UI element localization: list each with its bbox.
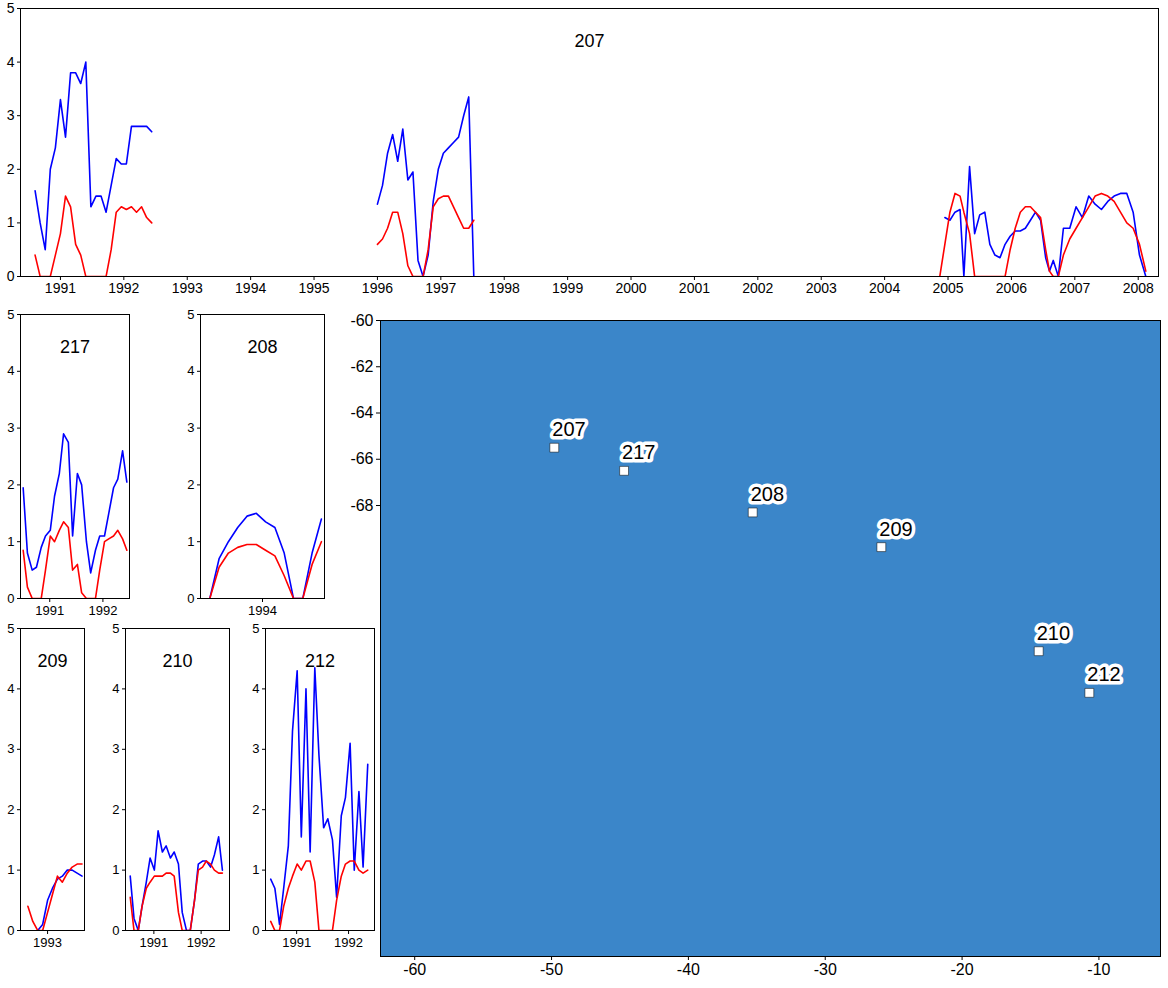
svg-text:0: 0 (252, 923, 259, 938)
svg-text:-50: -50 (540, 961, 563, 978)
svg-text:1993: 1993 (33, 935, 62, 950)
svg-text:2004: 2004 (869, 280, 900, 296)
svg-text:-30: -30 (814, 961, 837, 978)
svg-text:2002: 2002 (742, 280, 773, 296)
svg-text:2005: 2005 (932, 280, 963, 296)
svg-text:1: 1 (7, 534, 14, 549)
svg-text:207: 207 (574, 31, 604, 51)
svg-text:0: 0 (187, 591, 194, 606)
svg-text:1991: 1991 (282, 935, 311, 950)
svg-text:5: 5 (187, 307, 194, 322)
svg-text:0: 0 (7, 923, 14, 938)
svg-text:0: 0 (112, 923, 119, 938)
svg-text:1: 1 (112, 862, 119, 877)
svg-text:1994: 1994 (235, 280, 266, 296)
svg-text:1: 1 (252, 862, 259, 877)
svg-text:1991: 1991 (45, 280, 76, 296)
svg-text:1991: 1991 (35, 603, 64, 618)
svg-text:2007: 2007 (1059, 280, 1090, 296)
svg-text:3: 3 (187, 420, 194, 435)
svg-text:-60: -60 (403, 961, 426, 978)
svg-text:4: 4 (7, 363, 14, 378)
svg-text:1992: 1992 (108, 280, 139, 296)
svg-text:3: 3 (112, 741, 119, 756)
svg-text:2008: 2008 (1123, 280, 1154, 296)
svg-text:1996: 1996 (362, 280, 393, 296)
svg-text:1994: 1994 (248, 603, 277, 618)
svg-text:3: 3 (7, 741, 14, 756)
svg-text:217: 217 (60, 337, 90, 357)
svg-text:1998: 1998 (489, 280, 520, 296)
svg-text:207: 207 (552, 418, 585, 440)
svg-text:2: 2 (187, 477, 194, 492)
svg-text:2006: 2006 (996, 280, 1027, 296)
svg-text:212: 212 (1087, 663, 1120, 685)
svg-text:-10: -10 (1087, 961, 1110, 978)
svg-text:-66: -66 (350, 450, 373, 467)
svg-text:1: 1 (7, 214, 15, 230)
svg-text:5: 5 (7, 621, 14, 636)
svg-text:1992: 1992 (88, 603, 117, 618)
svg-text:2: 2 (112, 802, 119, 817)
svg-text:-62: -62 (350, 358, 373, 375)
svg-text:5: 5 (7, 307, 14, 322)
svg-text:1993: 1993 (172, 280, 203, 296)
svg-text:1992: 1992 (334, 935, 363, 950)
svg-text:5: 5 (112, 621, 119, 636)
svg-text:210: 210 (162, 651, 192, 671)
svg-text:-20: -20 (951, 961, 974, 978)
svg-text:209: 209 (879, 518, 912, 540)
svg-text:-60: -60 (350, 312, 373, 329)
svg-text:3: 3 (7, 420, 14, 435)
svg-text:-40: -40 (677, 961, 700, 978)
svg-text:2: 2 (252, 802, 259, 817)
svg-text:1999: 1999 (552, 280, 583, 296)
svg-text:4: 4 (112, 681, 119, 696)
svg-text:208: 208 (751, 483, 784, 505)
svg-text:210: 210 (1037, 622, 1070, 644)
svg-text:2: 2 (7, 477, 14, 492)
svg-text:4: 4 (252, 681, 259, 696)
svg-text:-64: -64 (350, 404, 373, 421)
svg-text:1991: 1991 (139, 935, 168, 950)
svg-text:-68: -68 (350, 497, 373, 514)
svg-text:3: 3 (252, 741, 259, 756)
svg-text:2: 2 (7, 802, 14, 817)
svg-text:1995: 1995 (298, 280, 329, 296)
svg-text:208: 208 (247, 337, 277, 357)
svg-text:4: 4 (7, 54, 15, 70)
svg-text:217: 217 (622, 441, 655, 463)
svg-text:0: 0 (7, 268, 15, 284)
svg-text:2003: 2003 (806, 280, 837, 296)
svg-text:4: 4 (187, 363, 194, 378)
svg-text:1: 1 (7, 862, 14, 877)
svg-text:209: 209 (37, 651, 67, 671)
svg-text:2: 2 (7, 161, 15, 177)
svg-text:4: 4 (7, 681, 14, 696)
svg-text:1992: 1992 (187, 935, 216, 950)
svg-text:1997: 1997 (425, 280, 456, 296)
svg-text:5: 5 (7, 0, 15, 16)
svg-text:3: 3 (7, 107, 15, 123)
svg-text:1: 1 (187, 534, 194, 549)
svg-text:5: 5 (252, 621, 259, 636)
svg-text:2000: 2000 (615, 280, 646, 296)
svg-text:2001: 2001 (679, 280, 710, 296)
svg-text:0: 0 (7, 591, 14, 606)
svg-text:212: 212 (305, 651, 335, 671)
